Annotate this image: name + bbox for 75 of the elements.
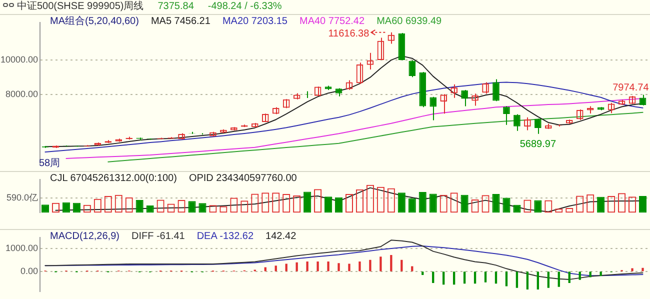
- bar: [452, 272, 456, 285]
- bar: [390, 255, 392, 272]
- bar: [400, 260, 403, 272]
- bar: [324, 196, 332, 213]
- bar: [460, 194, 468, 213]
- bar: [526, 272, 529, 290]
- bar: [316, 261, 319, 272]
- annotation: 11616.38: [328, 28, 370, 40]
- legend-title: MACD(12,26,9): [50, 231, 120, 242]
- bar: [334, 197, 343, 213]
- bar: [600, 272, 602, 276]
- text: MA5 7456.21: [150, 16, 210, 27]
- text: MA60 6939.49: [376, 16, 442, 27]
- bar: [578, 272, 581, 280]
- y-tick-label: 590.0亿: [6, 192, 38, 202]
- text: MA40 7752.42: [300, 16, 365, 27]
- annotation: OPID 234340597760.00: [188, 173, 297, 184]
- bar: [369, 260, 372, 272]
- bar: [502, 198, 510, 213]
- bar: [358, 261, 361, 272]
- bar: [327, 261, 330, 272]
- chart-title: 中证500(SHSE 999905)周线: [17, 1, 144, 12]
- bar: [264, 267, 266, 272]
- bar: [474, 272, 476, 284]
- bar: [304, 192, 312, 213]
- bar: [296, 262, 298, 272]
- annotation: 5689.97: [520, 138, 556, 150]
- text: 7375.84: [158, 1, 194, 12]
- annotation: CJL 67045261312.00(0:100): [50, 173, 177, 184]
- bar: [492, 194, 500, 213]
- bar: [418, 192, 426, 213]
- bar: [432, 272, 434, 284]
- bar: [408, 198, 416, 213]
- y-tick-label: 0.00: [20, 266, 38, 276]
- y-tick-label: 10000.00: [0, 54, 38, 65]
- text: -498.24 / -6.33%: [208, 1, 282, 12]
- bar: [494, 272, 498, 284]
- bar: [597, 196, 605, 213]
- bar: [484, 272, 487, 282]
- bar: [589, 272, 592, 278]
- bar: [338, 263, 340, 272]
- bar: [285, 264, 288, 272]
- y-tick-label: 8000.00: [5, 88, 38, 99]
- bar: [274, 266, 277, 272]
- bar: [642, 268, 644, 272]
- bar: [398, 192, 406, 213]
- bar: [463, 272, 466, 284]
- bar: [442, 272, 445, 285]
- bar: [422, 272, 424, 275]
- candlestick: [514, 114, 520, 132]
- bar: [558, 272, 560, 287]
- bar: [306, 261, 308, 272]
- bar: [411, 266, 414, 272]
- x-axis-title: 58周: [38, 158, 62, 169]
- bar: [568, 272, 570, 284]
- annotation: 7974.74: [612, 82, 650, 94]
- bar: [505, 272, 508, 286]
- bar: [638, 196, 647, 213]
- y-tick-label: 1000.00: [5, 242, 38, 253]
- candlestick: [408, 60, 416, 78]
- candlestick: [503, 106, 510, 126]
- bar: [380, 256, 382, 272]
- bar: [547, 272, 550, 288]
- annotation: 142.42: [266, 231, 296, 242]
- bar: [429, 194, 437, 213]
- bar: [348, 264, 350, 272]
- bar: [136, 200, 144, 213]
- text: DEA -132.62: [196, 231, 254, 242]
- text: MA20 7203.15: [222, 16, 288, 27]
- bar: [631, 268, 634, 272]
- bar: [516, 272, 518, 288]
- text: DIFF -61.41: [131, 231, 185, 242]
- bar: [536, 272, 540, 290]
- candlestick: [492, 78, 500, 102]
- legend-title: MA组合(5,20,40,60): [50, 16, 139, 27]
